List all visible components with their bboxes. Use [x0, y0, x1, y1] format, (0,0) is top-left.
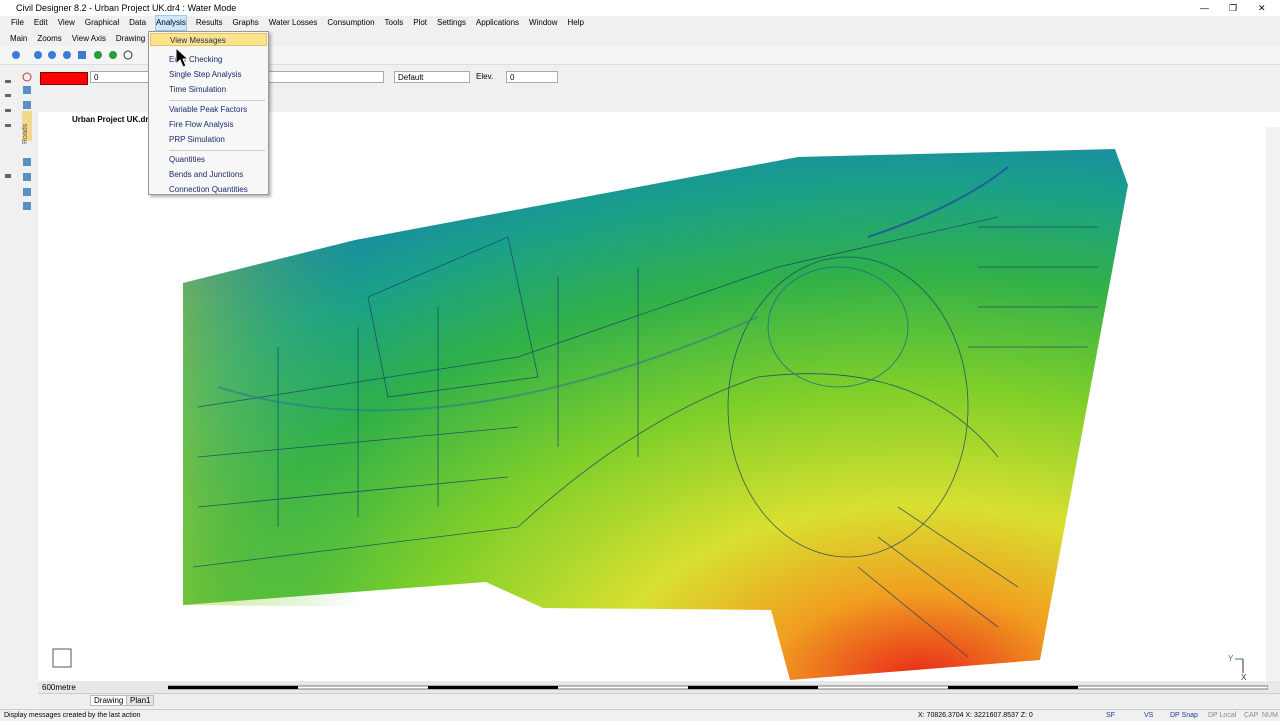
menu-item[interactable]: Consumption — [327, 18, 375, 27]
toolbar-tabs: Main Zooms View Axis Drawing — [0, 32, 145, 46]
analysis-dropdown: View Messages Error Checking Single Step A… — [148, 31, 269, 195]
dropdown-item[interactable]: View Messages — [150, 33, 267, 46]
menu-item[interactable]: File — [11, 18, 24, 27]
color-swatch[interactable] — [40, 72, 88, 85]
menu-separator — [169, 100, 265, 101]
style-combo[interactable]: Default — [394, 71, 470, 83]
toolbar-tab[interactable]: Main — [10, 34, 28, 43]
axis-x-label: X — [1241, 673, 1247, 681]
minimize[interactable]: — — [1200, 3, 1209, 13]
sheet-tab[interactable]: Plan1 — [126, 695, 155, 706]
scale-bar-row: 600metre — [38, 681, 1280, 693]
toolbar-tab[interactable]: View Axis — [71, 34, 106, 43]
field[interactable]: 0 — [90, 71, 150, 83]
restore[interactable]: ❐ — [1229, 3, 1238, 13]
status-indicator: CAP — [1244, 712, 1259, 719]
layer-combo[interactable] — [268, 71, 384, 83]
dropdown-item[interactable]: Time Simulation — [169, 85, 227, 94]
dropdown-item[interactable]: Connection Quantities — [169, 185, 248, 194]
status-coordinates: X: 70826.3704 X: 3221607.8537 Z: 0 — [918, 712, 1033, 719]
elev-field[interactable]: 0 — [506, 71, 558, 83]
dropdown-item[interactable]: Fire Flow Analysis — [169, 120, 234, 129]
map: Y X — [52, 149, 1247, 682]
dropdown-item[interactable]: Quantities — [169, 155, 206, 164]
menu-item[interactable]: Window — [529, 18, 558, 27]
dropdown-item[interactable]: Bends and Junctions — [169, 170, 244, 179]
toolbar — [0, 46, 1280, 65]
menu-item[interactable]: Results — [195, 18, 223, 27]
elev-label: Elev. — [476, 72, 494, 81]
sheet-tab[interactable]: Drawing — [90, 695, 128, 706]
toolbar-tab[interactable]: Drawing — [115, 34, 146, 43]
side-tab-label[interactable]: Roads — [22, 123, 29, 144]
axis-y-label: Y — [1228, 654, 1234, 663]
road-network — [192, 166, 1098, 658]
menu-item[interactable]: Water Losses — [268, 18, 318, 27]
menu-item[interactable]: View — [57, 18, 75, 27]
status-indicator: NUM — [1262, 712, 1278, 719]
document-tab[interactable]: Urban Project UK.dr4 — [56, 115, 161, 124]
north-icon — [52, 648, 72, 668]
sheet-tabs-row: Drawing Plan1 — [38, 693, 1280, 706]
tool-icons — [5, 72, 32, 210]
status-indicator: VS — [1144, 712, 1154, 719]
dropdown-item[interactable]: Single Step Analysis — [169, 70, 242, 79]
vertical-scrollbar[interactable] — [1266, 127, 1280, 681]
status-indicator: DP Snap — [1170, 712, 1198, 719]
dropdown-item[interactable]: Error Checking — [169, 55, 223, 64]
menu-item[interactable]: Settings — [437, 18, 466, 27]
mouse-cursor — [175, 47, 189, 68]
menu-item[interactable]: Analysis — [155, 15, 187, 31]
menu-item[interactable]: Graphs — [232, 18, 259, 27]
title-bar: Civil Designer 8.2 - Urban Project UK.dr… — [0, 0, 1280, 16]
menu-item[interactable]: Edit — [33, 18, 48, 27]
left-toolbar: Roads — [0, 66, 38, 710]
menu-item[interactable]: Help — [567, 18, 584, 27]
status-message: Display messages created by the last act… — [4, 712, 141, 719]
status-indicator: SF — [1106, 712, 1115, 719]
terrain-shade — [183, 207, 538, 608]
dropdown-item[interactable]: Variable Peak Factors — [169, 105, 248, 114]
scale-label: 600metre — [42, 683, 76, 692]
menu-item[interactable]: Plot — [413, 18, 427, 27]
status-indicator: DP Local — [1208, 712, 1237, 719]
menu-item[interactable]: Tools — [384, 18, 404, 27]
toolbar-icons — [12, 50, 133, 60]
toolbar-tab[interactable]: Zooms — [37, 34, 62, 43]
property-bar: 0 Default Elev. 0 — [38, 70, 1280, 86]
dropdown-item[interactable]: PRP Simulation — [169, 135, 225, 144]
status-bar: Display messages created by the last act… — [0, 709, 1280, 721]
menu-item[interactable]: Data — [129, 18, 147, 27]
menu-item[interactable]: Applications — [475, 18, 520, 27]
menu-bar: File Edit View Graphical Data Analysis Results… — [0, 15, 1280, 31]
close[interactable]: ✕ — [1258, 3, 1266, 13]
menu-item[interactable]: Graphical — [84, 18, 120, 27]
scale-bar — [168, 685, 1268, 690]
window-title: Civil Designer 8.2 - Urban Project UK.dr… — [16, 3, 237, 13]
drawing-canvas[interactable]: Y X — [38, 127, 1266, 682]
menu-separator — [169, 150, 265, 151]
